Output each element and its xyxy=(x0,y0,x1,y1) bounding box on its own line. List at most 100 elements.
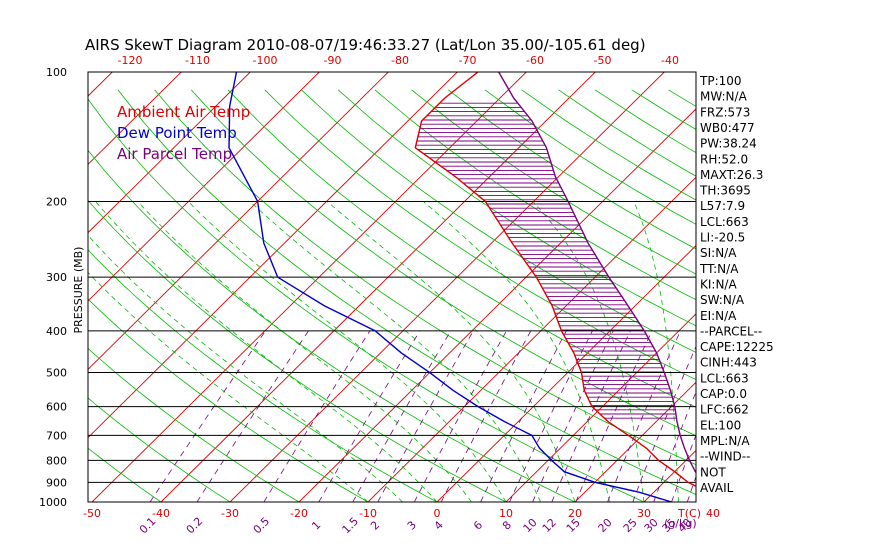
mixing-ratio-line xyxy=(318,330,421,502)
isotherm-line xyxy=(88,72,182,166)
pressure-tick-label: 600 xyxy=(46,401,67,414)
dry-adiabat-line xyxy=(374,89,696,301)
dry-adiabat-line xyxy=(88,98,645,502)
mixing-ratio-tick-label: 2 xyxy=(368,518,382,532)
top-temp-tick-label: -40 xyxy=(661,54,679,67)
stability-index-label: SI:N/A xyxy=(700,246,737,260)
dry-adiabat-line xyxy=(264,89,696,380)
pressure-tick-label: 300 xyxy=(46,271,67,284)
moist-adiabat-line xyxy=(187,201,507,502)
isotherm-line xyxy=(782,72,870,502)
plot-frame xyxy=(87,71,697,503)
stability-index-label: FRZ:573 xyxy=(700,105,750,119)
mixing-ratio-tick-label: 10 xyxy=(521,516,540,535)
mixing-ratio-tick-label: 1 xyxy=(309,518,323,532)
dry-adiabat-line xyxy=(88,447,162,502)
bottom-temp-tick-label: 40 xyxy=(706,507,720,520)
mixing-ratio-tick-label: 20 xyxy=(596,516,615,535)
isotherm-line xyxy=(298,108,696,502)
stability-index-label: RH:52.0 xyxy=(700,152,748,166)
moist-adiabat-line xyxy=(137,201,472,502)
moist-adiabat-line xyxy=(88,271,369,502)
mixing-ratio-tick-label: 0.5 xyxy=(251,515,273,537)
chart-title: AIRS SkewT Diagram 2010-08-07/19:46:33.2… xyxy=(85,36,646,54)
stability-index-label: TP:100 xyxy=(699,74,742,88)
moist-adiabat-line xyxy=(88,234,403,502)
mixing-ratio-tick-label: 8 xyxy=(500,518,514,532)
stability-index-label: MAXT:26.3 xyxy=(700,168,763,182)
pressure-tick-label: 1000 xyxy=(39,496,67,509)
moist-adiabat-line xyxy=(95,201,438,502)
mixing-ratio-tick-label: 3 xyxy=(405,518,419,532)
pressure-tick-label: 800 xyxy=(46,454,67,467)
stability-index-label: --PARCEL-- xyxy=(700,324,762,338)
isotherm-line xyxy=(436,244,696,502)
bottom-temp-tick-label: -50 xyxy=(83,507,101,520)
stability-index-label: TT:N/A xyxy=(699,262,739,276)
series-line-dewpoint xyxy=(228,72,672,502)
stability-index-label: PW:38.24 xyxy=(700,137,757,151)
dry-adiabat-line xyxy=(88,347,300,502)
stability-index-label: --WIND-- xyxy=(700,450,750,464)
dry-adiabat-line xyxy=(191,89,696,437)
mixing-ratio-tick-label: 12 xyxy=(540,516,559,535)
dry-adiabat-line xyxy=(117,89,696,495)
top-temp-tick-label: -70 xyxy=(459,54,477,67)
dry-adiabat-line xyxy=(301,89,696,353)
pressure-tick-label: 900 xyxy=(46,476,67,489)
top-temp-tick-label: -90 xyxy=(324,54,342,67)
stability-index-label: LI:-20.5 xyxy=(700,231,745,245)
isotherm-line xyxy=(229,72,665,502)
isotherm-line xyxy=(505,313,696,502)
dry-adiabat-line xyxy=(88,199,507,502)
pressure-tick-label: 700 xyxy=(46,429,67,442)
plot-area xyxy=(87,71,870,503)
top-temp-tick-label: -110 xyxy=(185,54,210,67)
stability-index-label: LCL:663 xyxy=(700,215,749,229)
stability-index-label: WB0:477 xyxy=(700,121,755,135)
pressure-tick-label: 400 xyxy=(46,325,67,338)
stability-index-label: AVAIL xyxy=(700,481,734,495)
isotherm-line xyxy=(160,72,596,502)
top-temp-tick-label: -120 xyxy=(118,54,143,67)
mixing-ratio-unit-label: (g/kg) xyxy=(664,517,697,530)
dry-adiabat-line xyxy=(227,89,696,408)
dry-adiabat-line xyxy=(88,149,576,502)
isotherm-line xyxy=(88,72,251,234)
mixing-ratio-tick-label: 1.5 xyxy=(340,515,362,537)
dry-adiabat-line xyxy=(88,397,231,502)
series-line-parcel xyxy=(498,72,696,474)
series-line-ambient xyxy=(414,72,696,487)
dry-adiabat-line xyxy=(88,298,369,502)
stability-index-label: LCL:663 xyxy=(700,371,749,385)
stability-index-label: CAPE:12225 xyxy=(700,340,774,354)
bottom-temp-tick-label: -30 xyxy=(221,507,239,520)
mixing-ratio-tick-label: 6 xyxy=(471,518,485,532)
stability-index-label: MW:N/A xyxy=(700,90,748,104)
isotherm-line xyxy=(91,72,527,502)
bottom-temp-tick-label: 20 xyxy=(568,507,582,520)
legend-entry: Air Parcel Temp xyxy=(117,145,232,163)
stability-index-label: EL:100 xyxy=(700,418,741,432)
isotherm-line xyxy=(88,72,458,439)
dry-adiabat-line xyxy=(337,89,696,327)
legend-entry: Ambient Air Temp xyxy=(117,103,250,121)
dry-adiabat-line xyxy=(484,89,696,225)
isotherm-line xyxy=(367,176,696,502)
stability-index-label: KI:N/A xyxy=(700,277,737,291)
mixing-ratio-tick-label: 4 xyxy=(432,518,446,532)
isotherm-line xyxy=(851,72,870,502)
isotherm-line xyxy=(574,381,696,502)
mixing-ratio-line xyxy=(509,330,593,502)
mixing-ratio-line xyxy=(377,330,474,502)
mixing-ratio-line xyxy=(632,345,696,502)
dry-adiabat-line xyxy=(88,249,438,502)
bottom-temp-tick-label: -40 xyxy=(152,507,170,520)
isotherm-line xyxy=(88,72,389,370)
stability-index-label: EI:N/A xyxy=(700,309,737,323)
stability-index-label: CAP:0.0 xyxy=(700,387,747,401)
top-temp-tick-label: -80 xyxy=(391,54,409,67)
mixing-ratio-line xyxy=(575,330,653,502)
